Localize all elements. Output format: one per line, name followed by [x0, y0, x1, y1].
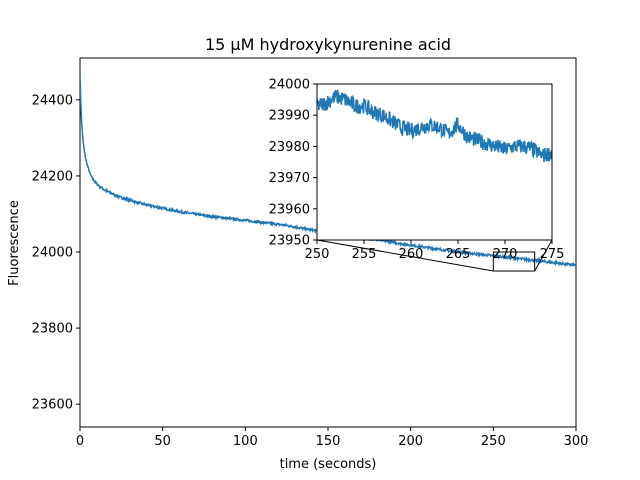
y-axis-label: Fluorescence — [7, 200, 22, 286]
inset-x-tick-label: 275 — [540, 247, 565, 262]
x-tick-label: 300 — [564, 434, 589, 449]
inset-x-ticks: 250 255 260 265 270 275 — [305, 240, 565, 262]
inset-y-ticks: 23950 23960 23970 23980 23990 24000 — [269, 78, 317, 249]
inset-x-tick-label: 270 — [493, 247, 518, 262]
inset-plot-area — [317, 89, 552, 163]
inset-y-tick-label: 23990 — [269, 109, 310, 124]
inset-series-line — [317, 89, 552, 163]
y-tick-label: 23600 — [32, 398, 73, 413]
main-x-ticks: 0 50 100 150 200 250 300 — [76, 427, 589, 449]
inset-y-tick-label: 23970 — [269, 171, 310, 186]
zoom-connector-line — [316, 239, 494, 272]
zoom-indicator — [316, 239, 553, 272]
inset-x-tick-label: 265 — [446, 247, 471, 262]
x-tick-label: 100 — [233, 434, 258, 449]
inset-x-tick-label: 250 — [305, 247, 330, 262]
y-tick-label: 24400 — [32, 93, 73, 108]
zoom-connector-line — [534, 239, 553, 272]
y-tick-label: 23800 — [32, 322, 73, 337]
chart-title: 15 μM hydroxykynurenine acid — [205, 35, 451, 54]
x-tick-label: 50 — [154, 434, 171, 449]
x-tick-label: 150 — [316, 434, 341, 449]
inset-x-tick-label: 255 — [352, 247, 377, 262]
x-tick-label: 0 — [76, 434, 84, 449]
inset-y-tick-label: 23950 — [269, 234, 310, 249]
zoom-region-box — [492, 251, 536, 272]
inset-y-tick-label: 23980 — [269, 140, 310, 155]
y-tick-label: 24200 — [32, 169, 73, 184]
x-tick-label: 250 — [481, 434, 506, 449]
main-y-ticks: 23600 23800 24000 24200 24400 — [32, 93, 80, 413]
inset-x-tick-label: 260 — [399, 247, 424, 262]
inset-y-tick-label: 23960 — [269, 202, 310, 217]
inset-y-tick-label: 24000 — [269, 78, 310, 93]
x-tick-label: 200 — [398, 434, 423, 449]
x-axis-label: time (seconds) — [280, 457, 377, 472]
inset-axes-frame — [316, 83, 553, 241]
y-tick-label: 24000 — [32, 246, 73, 261]
